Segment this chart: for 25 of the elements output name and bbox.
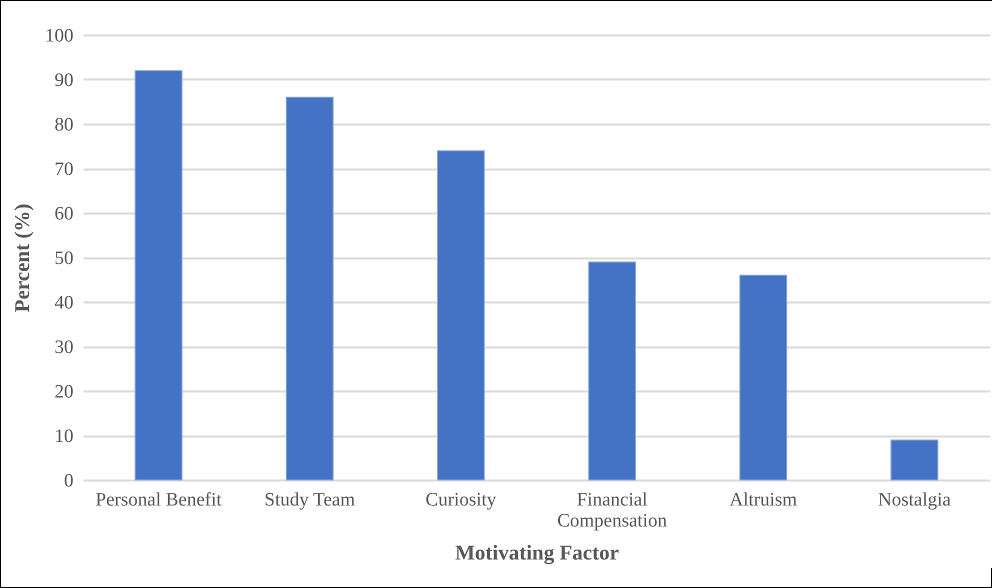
y-tick-label: 40 (54, 292, 74, 314)
y-tick-label: 0 (64, 470, 74, 492)
y-tick-label: 50 (54, 248, 74, 269)
bar (134, 70, 183, 480)
x-tick-label: Personal Benefit (96, 490, 222, 510)
x-tick-label: Nostalgia (878, 490, 952, 510)
y-tick-label: 20 (54, 382, 74, 402)
y-tick-label: 100 (45, 26, 74, 46)
x-tick-label: Study Team (264, 490, 356, 510)
y-tick-label: 30 (54, 337, 74, 358)
x-tick-label: Financial Compensation (557, 490, 668, 532)
bar (890, 439, 938, 480)
y-tick-label: 90 (54, 70, 74, 91)
x-tick-label: Curiosity (426, 490, 497, 510)
y-tick-label: 80 (54, 114, 74, 136)
y-tick-label: 60 (54, 204, 74, 224)
y-tick-label: 70 (54, 159, 74, 180)
x-axis-title: Motivating Factor (455, 540, 619, 564)
y-axis-title: Percent (%) (10, 204, 34, 312)
bar (436, 150, 485, 480)
bar (286, 96, 334, 480)
y-tick-label: 10 (54, 426, 74, 447)
bar (739, 274, 788, 480)
bar (588, 261, 636, 480)
x-tick-label: Altruism (729, 490, 798, 510)
